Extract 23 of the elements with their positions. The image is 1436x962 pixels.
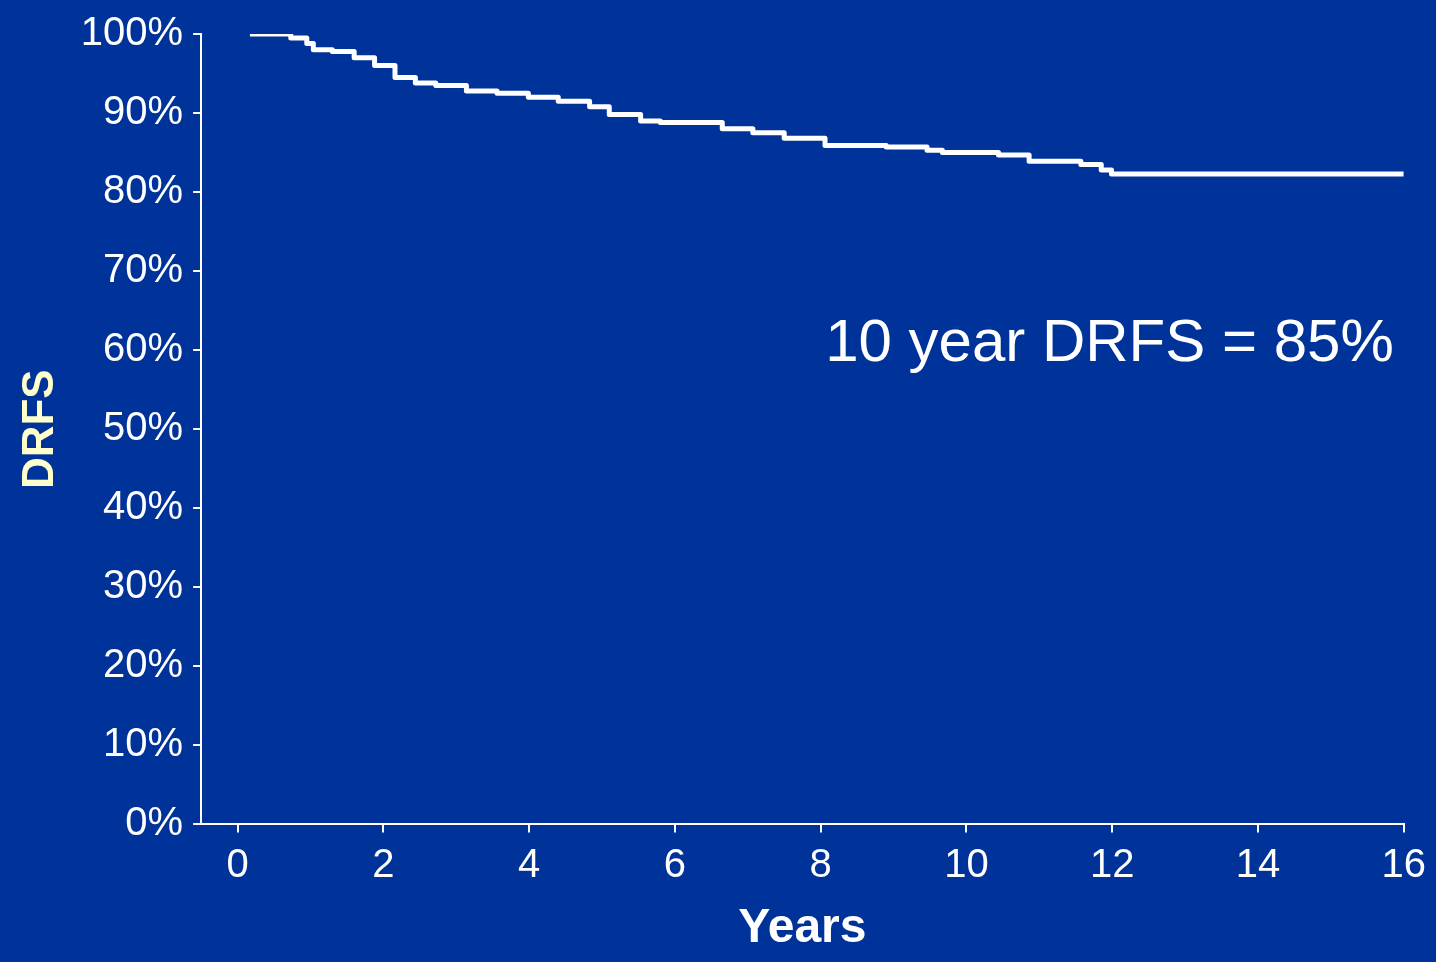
y-tick-label: 60% <box>103 325 184 370</box>
x-tick-label: 10 <box>944 841 989 886</box>
x-tick-label: 0 <box>226 841 249 886</box>
x-tick-label: 6 <box>663 841 686 886</box>
x-tick-label: 4 <box>517 841 541 886</box>
y-tick-label: 100% <box>80 9 184 54</box>
y-tick-label: 20% <box>103 641 184 686</box>
y-tick-label: 80% <box>103 167 184 212</box>
x-tick-label: 14 <box>1235 841 1281 886</box>
x-axis-title: Years <box>738 899 867 953</box>
x-tick-label: 8 <box>809 841 832 886</box>
y-tick-label: 10% <box>103 720 184 765</box>
x-tick-label: 12 <box>1089 841 1135 886</box>
y-tick-label: 30% <box>103 562 184 607</box>
x-tick-label: 2 <box>372 841 395 886</box>
y-tick-label: 90% <box>103 88 184 133</box>
x-tick-label: 16 <box>1381 841 1426 886</box>
y-tick-label: 70% <box>103 246 184 291</box>
y-tick-label: 50% <box>103 404 184 449</box>
y-tick-label: 0% <box>125 799 184 844</box>
y-axis-title: DRFS <box>12 369 62 490</box>
y-tick-label: 40% <box>103 483 184 528</box>
annotation: 10 year DRFS = 85% <box>825 306 1394 374</box>
